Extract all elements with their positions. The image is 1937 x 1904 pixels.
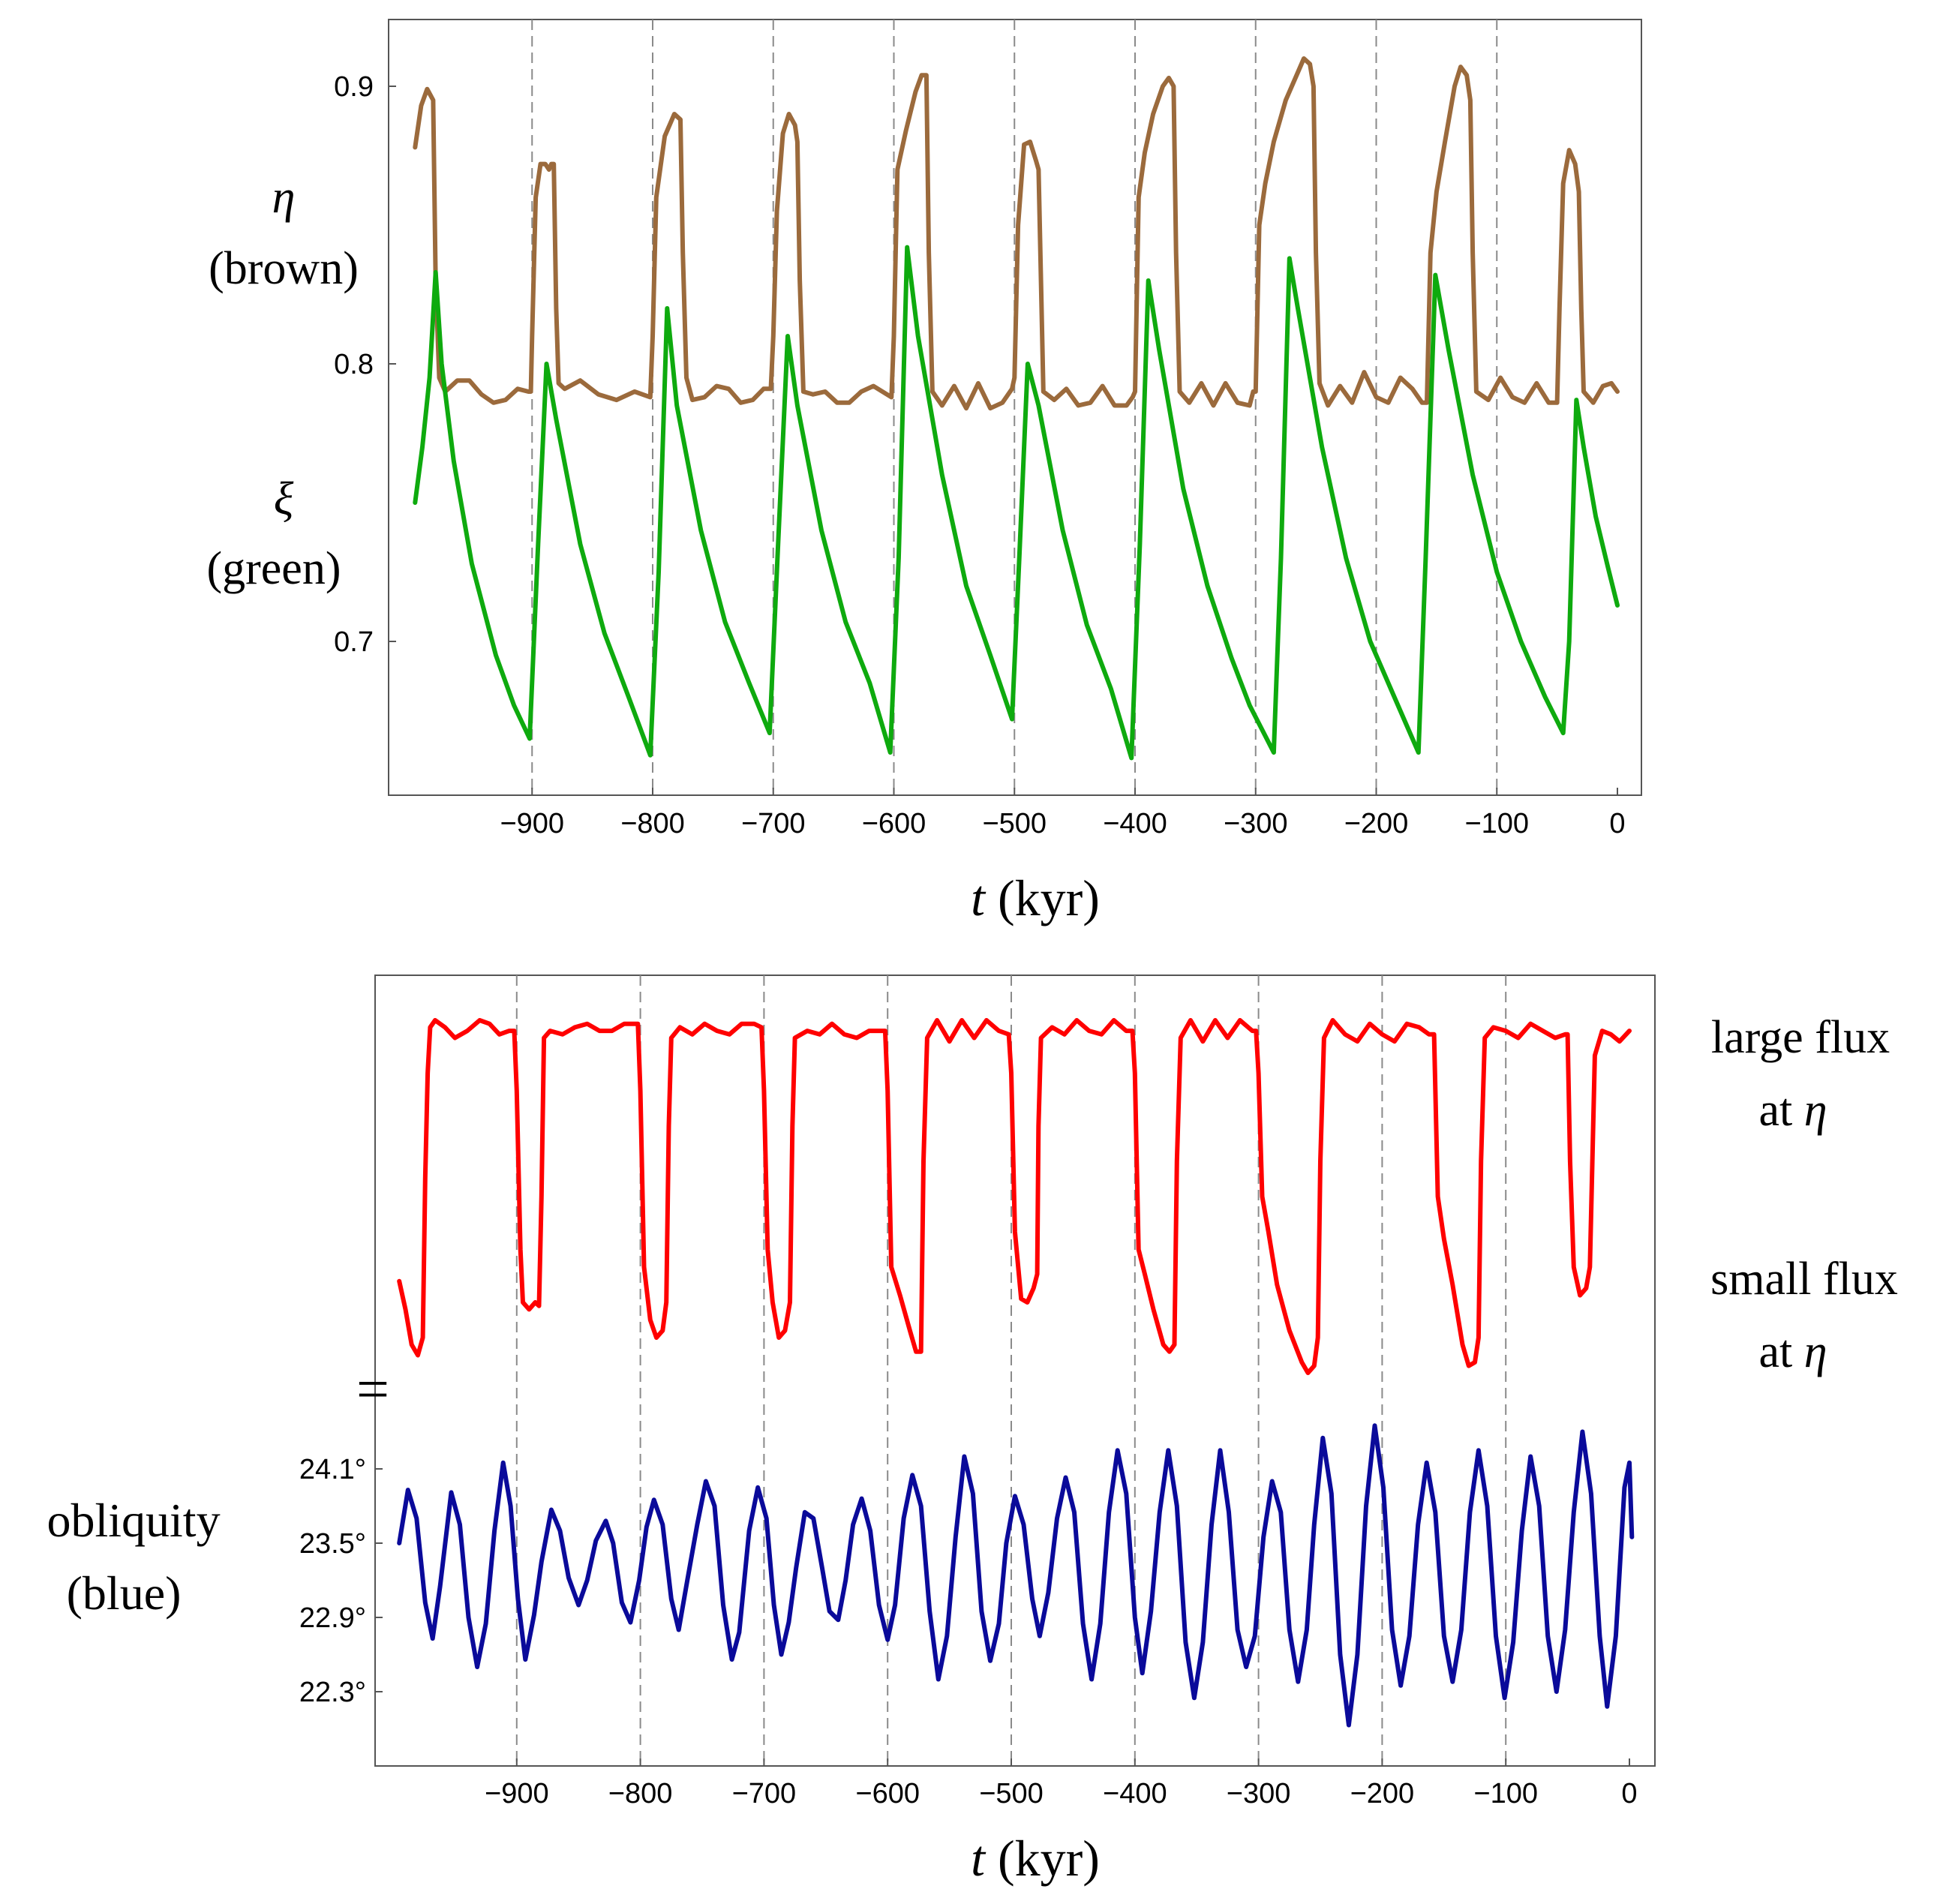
top-y-tick-label: 0.9 [334,71,374,103]
eta-symbol-label: η [272,172,296,223]
top-x-tick-label: −800 [620,808,685,839]
small-flux-label-line1: small flux [1710,1254,1898,1305]
equals-sign-label: = [356,1356,389,1422]
large-flux-eta: η [1804,1085,1827,1136]
bottom-x-tick-label: −700 [732,1778,797,1809]
bottom-plot-frame [374,975,1656,1767]
top-x-tick-label: −400 [1103,808,1167,839]
large-flux-at: at [1758,1085,1803,1136]
bottom-x-tick-label: −200 [1350,1778,1415,1809]
bottom-x-axis-title: t (kyr) [971,1830,1100,1887]
bottom-y-tick-label: 24.1° [299,1454,366,1485]
bottom-x-tick-label: 0 [1621,1778,1637,1809]
small-flux-label-line2: at η [1758,1326,1827,1377]
bottom-y-axis-ticks: 24.1° 23.5° 22.9° 22.3° [299,1454,383,1708]
bottom-x-tick-label: −600 [855,1778,920,1809]
bottom-panel: −900 −800 −700 −600 −500 −400 −300 −200 −100 0 24… [47,975,1898,1887]
bottom-y-tick-label: 22.9° [299,1602,366,1634]
small-flux-at: at [1758,1326,1803,1377]
top-y-axis-ticks: 0.7 0.8 0.9 [334,71,396,658]
top-x-axis-var: t [971,869,987,926]
xi-series-line [413,245,1620,761]
xi-symbol-label: ξ [274,473,294,524]
bottom-y-tick-label: 22.3° [299,1677,366,1708]
small-flux-eta: η [1804,1326,1827,1377]
top-x-tick-label: −300 [1224,808,1288,839]
bottom-series-group [397,1018,1635,1728]
top-x-axis-title: t (kyr) [971,869,1100,926]
large-flux-label-line2: at η [1758,1085,1827,1136]
eta-caption-label: (brown) [209,243,359,294]
top-x-tick-label: −100 [1464,808,1529,839]
top-x-tick-label: −700 [741,808,806,839]
bottom-x-axis-ticks: −900 −800 −700 −600 −500 −400 −300 −200 −100 0 [485,1758,1638,1809]
top-x-axis-ticks: −900 −800 −700 −600 −500 −400 −300 −200 −100 0 [500,788,1626,839]
top-y-tick-label: 0.7 [334,626,374,658]
obliquity-series-line [397,1423,1635,1728]
obliquity-label-line2: (blue) [67,1566,182,1620]
top-x-tick-label: 0 [1609,808,1625,839]
bottom-x-tick-label: −400 [1103,1778,1167,1809]
bottom-y-tick-label: 23.5° [299,1528,366,1560]
top-x-tick-label: −200 [1344,808,1409,839]
top-panel: −900 −800 −700 −600 −500 −400 −300 −200 −100 0 0.… [207,19,1642,926]
top-series-group [413,56,1620,761]
bottom-x-axis-var: t [971,1830,987,1887]
top-y-tick-label: 0.8 [334,349,374,380]
bottom-x-tick-label: −500 [979,1778,1044,1809]
eta-series-line [413,56,1620,411]
xi-caption-label: (green) [207,543,341,594]
top-x-tick-label: −900 [500,808,564,839]
bottom-x-axis-unit: (kyr) [985,1830,1100,1887]
bottom-x-tick-label: −800 [608,1778,673,1809]
top-x-axis-unit: (kyr) [985,869,1100,926]
bottom-x-tick-label: −100 [1473,1778,1538,1809]
bottom-x-tick-label: −300 [1227,1778,1291,1809]
top-x-tick-label: −500 [982,808,1047,839]
large-flux-label-line1: large flux [1711,1012,1890,1063]
obliquity-label-line1: obliquity [47,1494,220,1547]
flux-series-line [397,1018,1632,1375]
bottom-x-tick-label: −900 [485,1778,549,1809]
top-x-tick-label: −600 [862,808,926,839]
